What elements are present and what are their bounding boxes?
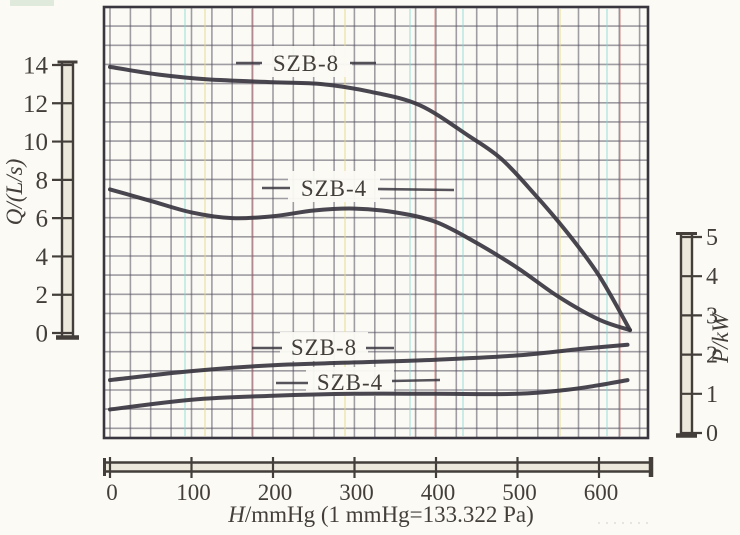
label-leader-dashes <box>236 61 455 385</box>
left-axis-title: Q/(L/s) <box>2 159 27 225</box>
curves <box>108 64 632 412</box>
p-axis-tick-label: 5 <box>706 225 718 251</box>
label-patch <box>280 332 368 361</box>
h-axis-ticks: 0 100 200 300 400 500 600 <box>106 457 618 505</box>
q-axis-ruler: 0 2 4 6 8 10 12 14 <box>23 52 79 348</box>
h-axis-tick-label: 200 <box>258 480 293 505</box>
ruler-bar <box>681 233 692 436</box>
curve-label-power-szb4: SZB-4 <box>317 370 383 395</box>
label-patch <box>288 171 380 202</box>
q-axis-tick-label: 6 <box>36 206 49 233</box>
q-axis-tick-label: 12 <box>23 91 48 118</box>
h-axis-tick-label: 500 <box>502 480 537 505</box>
scan-artifact <box>10 0 54 6</box>
flow-curve-szb-8 <box>108 64 632 333</box>
q-axis-tick-label: 4 <box>36 244 49 271</box>
q-axis-tick-label: 2 <box>36 282 49 309</box>
ruler-bar <box>104 462 652 472</box>
x-axis-title: H/mmHg (1 mmHg=133.322 Pa) <box>227 502 534 527</box>
q-axis-tick-label: 8 <box>36 167 49 194</box>
label-patches <box>260 46 394 396</box>
h-axis-ruler: 0 100 200 300 400 500 600 <box>103 457 654 505</box>
ruler-bar <box>62 62 73 338</box>
q-axis-tick-label: 14 <box>23 52 49 79</box>
curve-label-power-szb8: SZB-8 <box>291 335 357 360</box>
right-axis-title: P/kW <box>708 311 733 364</box>
p-axis-tick-label: 2 <box>706 343 718 369</box>
curve-label-flow-szb4: SZB-4 <box>301 176 367 201</box>
h-axis-tick-label: 0 <box>106 480 118 505</box>
label-patch <box>260 46 352 77</box>
h-axis-tick-label: 100 <box>176 480 211 505</box>
q-axis-tick-label: 10 <box>23 129 48 156</box>
p-axis-tick-label: 3 <box>706 303 718 329</box>
h-axis-tick-label: 300 <box>339 480 374 505</box>
p-axis-tick-label: 4 <box>706 264 718 290</box>
flow-curve-szb-4 <box>108 187 632 333</box>
p-axis-tick-label: 1 <box>706 382 718 408</box>
power-curve-szb-8 <box>108 342 630 383</box>
power-curve-szb-4 <box>108 378 630 412</box>
q-axis-ticks: 0 2 4 6 8 10 12 14 <box>23 52 74 348</box>
p-axis-tick-label: 0 <box>706 421 718 447</box>
p-axis-ruler: 0 1 2 3 4 5 <box>676 225 718 447</box>
h-axis-tick-label: 600 <box>584 480 619 505</box>
q-axis-tick-label: 0 <box>36 321 49 348</box>
plot-area <box>102 5 650 440</box>
p-axis-ticks: 0 1 2 3 4 5 <box>680 225 718 447</box>
h-axis-tick-label: 400 <box>421 480 456 505</box>
curve-label-flow-szb8: SZB-8 <box>273 51 339 76</box>
label-patch <box>306 367 394 396</box>
